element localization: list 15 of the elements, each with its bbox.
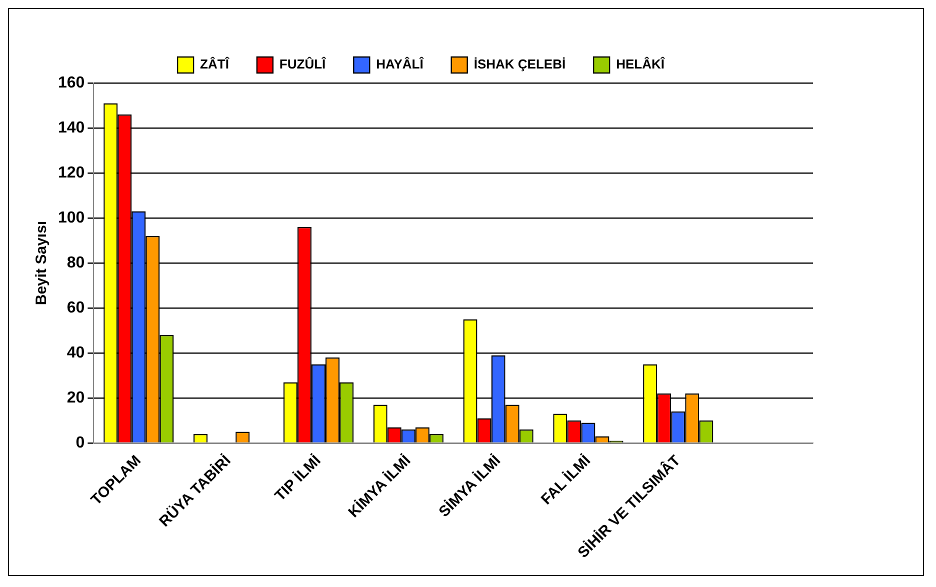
- y-tick-label: 140: [58, 119, 85, 136]
- y-tick-label: 80: [66, 254, 85, 272]
- y-tick-label: 160: [58, 74, 85, 92]
- legend-label: İSHAK ÇELEBİ: [474, 56, 566, 72]
- y-tick-label: 40: [66, 344, 85, 362]
- y-tick-label: 100: [58, 209, 85, 226]
- y-tick-label: 120: [58, 164, 85, 182]
- legend-label: HELÂKÎ: [616, 56, 666, 72]
- y-axis-title: Beyit Sayısı: [33, 220, 50, 306]
- legend-label: HAYÂLÎ: [376, 56, 425, 72]
- legend-label: ZÂTÎ: [200, 56, 230, 72]
- y-tick-label: 0: [76, 434, 85, 452]
- y-tick-label: 20: [66, 389, 85, 406]
- y-tick-label: 60: [66, 299, 85, 316]
- legend-label: FUZÛLÎ: [279, 56, 328, 72]
